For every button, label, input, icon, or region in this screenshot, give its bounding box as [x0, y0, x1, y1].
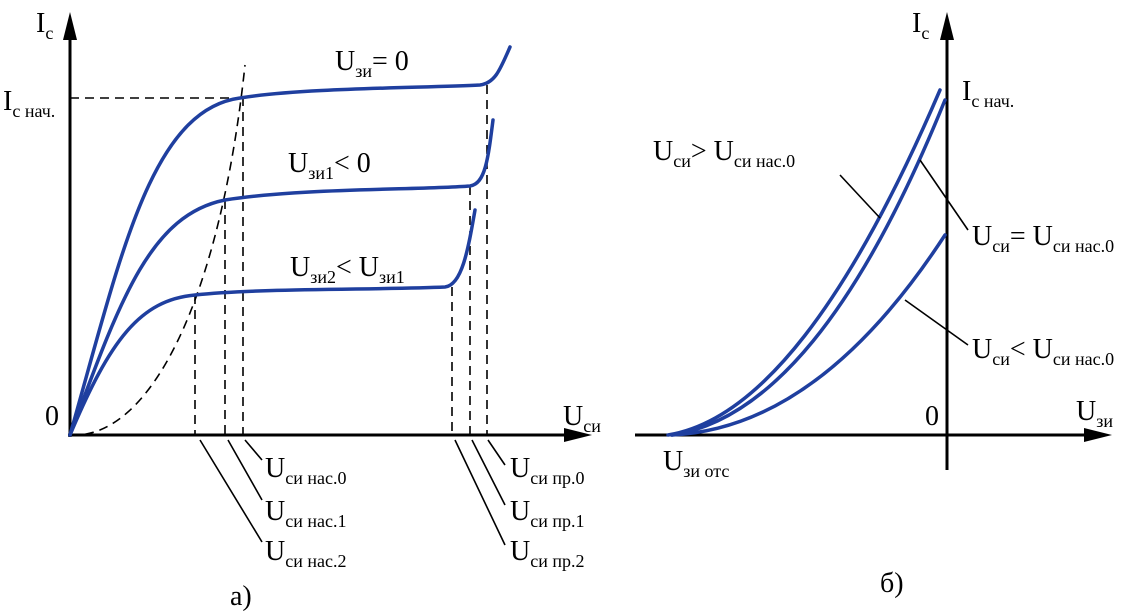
- label: Uси> Uси нас.0: [653, 136, 795, 171]
- subscript: си: [992, 349, 1010, 369]
- label-text: 0: [45, 401, 59, 432]
- label-text: U: [1076, 396, 1096, 427]
- subscript: с нач.: [971, 91, 1014, 111]
- label: Uзи1< 0: [288, 148, 371, 183]
- subscript: си нас.0: [285, 468, 346, 488]
- label-text: U: [972, 221, 992, 252]
- label-text: U: [510, 453, 530, 484]
- subscript: с: [45, 23, 53, 43]
- subscript: зи2: [310, 267, 336, 287]
- label-text: U: [510, 496, 530, 527]
- subscript: си пр.0: [530, 468, 584, 488]
- subscript: си пр.1: [530, 511, 584, 531]
- subscript: зи: [1096, 411, 1113, 431]
- label: Uси пр.2: [510, 536, 585, 571]
- label: 0: [45, 401, 59, 432]
- label-text: I: [962, 76, 971, 107]
- label: Uзи: [1076, 396, 1113, 431]
- subscript: си: [583, 416, 601, 436]
- label-text: U: [663, 446, 683, 477]
- subscript: си нас.0: [1053, 349, 1114, 369]
- left-panel: [63, 12, 592, 546]
- label: Iс: [912, 8, 929, 43]
- label-text: U: [335, 46, 355, 77]
- subscript: зи: [355, 61, 372, 81]
- subscript: си нас.2: [285, 551, 346, 571]
- subscript: си: [673, 151, 691, 171]
- curve: [68, 45, 512, 437]
- label-text: = 0: [372, 46, 409, 77]
- label: Uси нас.0: [265, 453, 346, 488]
- label-text: U: [265, 496, 285, 527]
- dashed-lines: [194, 85, 488, 435]
- subscript: си: [992, 236, 1010, 256]
- curve: [68, 208, 477, 437]
- label-text: U: [510, 536, 530, 567]
- label-text: > U: [691, 136, 734, 167]
- label-text: < 0: [334, 148, 371, 179]
- arrow: [940, 12, 954, 40]
- label-text: U: [972, 334, 992, 365]
- label-text: < U: [1010, 334, 1053, 365]
- label: Uси= Uси нас.0: [972, 221, 1114, 256]
- arrow: [63, 12, 77, 40]
- dashed-parabola: [69, 64, 246, 436]
- label-text: 0: [925, 401, 939, 432]
- subscript: зи1: [379, 267, 405, 287]
- label: Uси пр.1: [510, 496, 585, 531]
- label: а): [230, 581, 252, 611]
- subscript: с: [921, 23, 929, 43]
- label: 0: [925, 401, 939, 432]
- label: б): [880, 568, 904, 599]
- label: Uси пр.0: [510, 453, 585, 488]
- subscript: зи отс: [683, 461, 729, 481]
- subscript: с нач.: [12, 101, 55, 121]
- label: Iс нач.: [3, 86, 55, 121]
- subscript: си нас.1: [285, 511, 346, 531]
- subscript: си нас.0: [1053, 236, 1114, 256]
- label: Uси< Uси нас.0: [972, 334, 1114, 369]
- label-text: U: [290, 252, 310, 283]
- label: Uзи2< Uзи1: [290, 252, 405, 287]
- curve: [666, 88, 942, 437]
- label-text: U: [563, 401, 583, 432]
- label: Iс нач.: [962, 76, 1014, 111]
- label-text: I: [912, 8, 921, 39]
- arrow: [564, 428, 592, 442]
- label: Uзи= 0: [335, 46, 409, 81]
- label-text: U: [265, 453, 285, 484]
- label-text: U: [653, 136, 673, 167]
- label: Uси нас.2: [265, 536, 346, 571]
- leader-lines: [199, 439, 506, 546]
- label-text: а): [230, 581, 252, 611]
- right-panel: [635, 12, 1112, 470]
- label: Uси: [563, 401, 601, 436]
- curve: [670, 233, 947, 437]
- label-text: I: [3, 86, 12, 117]
- subscript: зи1: [308, 163, 334, 183]
- arrow: [1084, 428, 1112, 442]
- leader-lines: [839, 159, 969, 346]
- label-text: = U: [1010, 221, 1053, 252]
- label: Uзи отс: [663, 446, 729, 481]
- label-text: U: [288, 148, 308, 179]
- label-text: б): [880, 568, 904, 599]
- label-text: I: [36, 8, 45, 39]
- label-text: U: [265, 536, 285, 567]
- label-text: < U: [336, 252, 379, 283]
- label: Iс: [36, 8, 53, 43]
- subscript: си нас.0: [734, 151, 795, 171]
- label: Uси нас.1: [265, 496, 346, 531]
- curve: [670, 98, 947, 437]
- subscript: си пр.2: [530, 551, 584, 571]
- curve: [68, 118, 495, 437]
